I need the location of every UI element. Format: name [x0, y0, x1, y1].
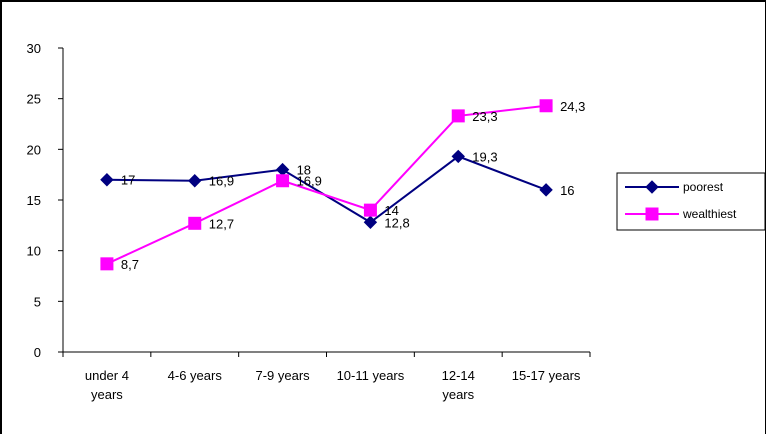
x-tick-label: 10-11 years	[337, 368, 405, 383]
data-point-wealthiest	[100, 257, 114, 271]
data-label-poorest: 18	[297, 163, 311, 178]
y-tick-label: 15	[27, 193, 41, 208]
legend-label-wealthiest: wealthiest	[682, 207, 737, 221]
data-point-poorest	[275, 162, 290, 177]
legend-marker-poorest	[645, 180, 659, 194]
data-label-poorest: 16,9	[209, 174, 234, 189]
x-tick-label-line: 7-9 years	[255, 368, 310, 383]
x-tick-label-line: 15-17 years	[512, 368, 581, 383]
x-tick-label-line: 4-6 years	[168, 368, 223, 383]
x-tick-label-line: years	[91, 387, 123, 402]
y-tick-label: 20	[27, 142, 41, 157]
x-tick-label-line: 10-11 years	[337, 368, 405, 383]
data-label-wealthiest: 16,9	[297, 174, 322, 189]
x-tick-label-line: 12-14	[442, 368, 475, 383]
y-tick-label: 5	[34, 294, 41, 309]
x-tick-label-line: years	[442, 387, 474, 402]
x-tick-label: under 4 years	[85, 368, 129, 402]
legend-marker-wealthiest	[645, 207, 659, 221]
legend-box	[616, 172, 766, 231]
data-label-wealthiest: 24,3	[560, 99, 585, 114]
x-tick-label: 7-9 years	[255, 368, 310, 383]
x-tick-label-line: under 4	[85, 368, 129, 383]
data-point-poorest	[100, 173, 114, 187]
x-tick-label: 4-6 years	[168, 368, 223, 383]
data-point-poorest	[188, 174, 202, 188]
data-point-wealthiest	[363, 203, 377, 217]
y-tick-label: 10	[27, 244, 41, 259]
data-point-poorest	[363, 215, 378, 230]
data-point-poorest	[451, 149, 465, 164]
legend-label-poorest: poorest	[683, 180, 724, 194]
y-tick-label: 0	[34, 345, 41, 360]
data-label-poorest: 16	[560, 183, 574, 198]
x-tick-label: 12-14 years	[442, 368, 475, 402]
data-label-poorest: 17	[121, 173, 135, 188]
series-line-wealthiest	[106, 104, 547, 265]
x-tick-label: 15-17 years	[512, 368, 581, 383]
data-label-poorest: 12,8	[384, 215, 409, 230]
data-point-wealthiest	[451, 109, 465, 123]
data-point-wealthiest	[276, 174, 290, 188]
series-line-poorest	[106, 155, 547, 224]
data-point-wealthiest	[539, 99, 553, 113]
data-label-wealthiest: 8,7	[121, 257, 139, 272]
y-tick-label: 25	[27, 92, 41, 107]
data-point-poorest	[539, 183, 553, 197]
y-tick-label: 30	[27, 41, 41, 56]
data-label-poorest: 19,3	[472, 149, 497, 164]
data-label-wealthiest: 23,3	[472, 109, 497, 124]
data-label-wealthiest: 12,7	[209, 216, 234, 231]
data-point-wealthiest	[188, 216, 202, 230]
data-label-wealthiest: 14	[384, 203, 398, 218]
